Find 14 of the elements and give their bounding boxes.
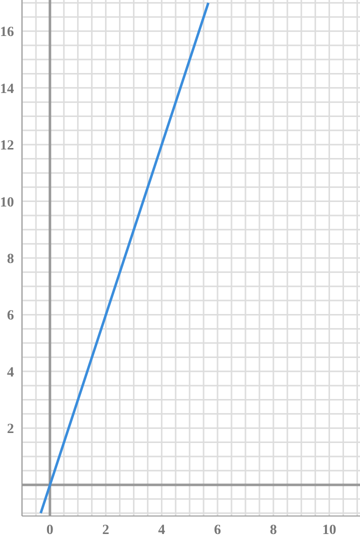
x-tick-label: 10	[322, 522, 336, 538]
x-tick-label: 6	[214, 522, 222, 538]
y-tick-label: 8	[7, 252, 14, 267]
x-tick-label: 0	[46, 522, 54, 538]
y-tick-label: 4	[7, 365, 14, 380]
x-tick-label: 4	[158, 522, 166, 538]
y-tick-label: 6	[7, 308, 14, 324]
x-tick-label: 2	[102, 522, 110, 538]
x-tick-label: 8	[270, 522, 277, 538]
y-tick-label: 16	[0, 25, 14, 40]
y-tick-label: 2	[7, 422, 14, 438]
y-tick-label: 12	[0, 138, 14, 154]
y-tick-label: 14	[0, 82, 14, 97]
y-tick-label: 10	[0, 195, 14, 210]
